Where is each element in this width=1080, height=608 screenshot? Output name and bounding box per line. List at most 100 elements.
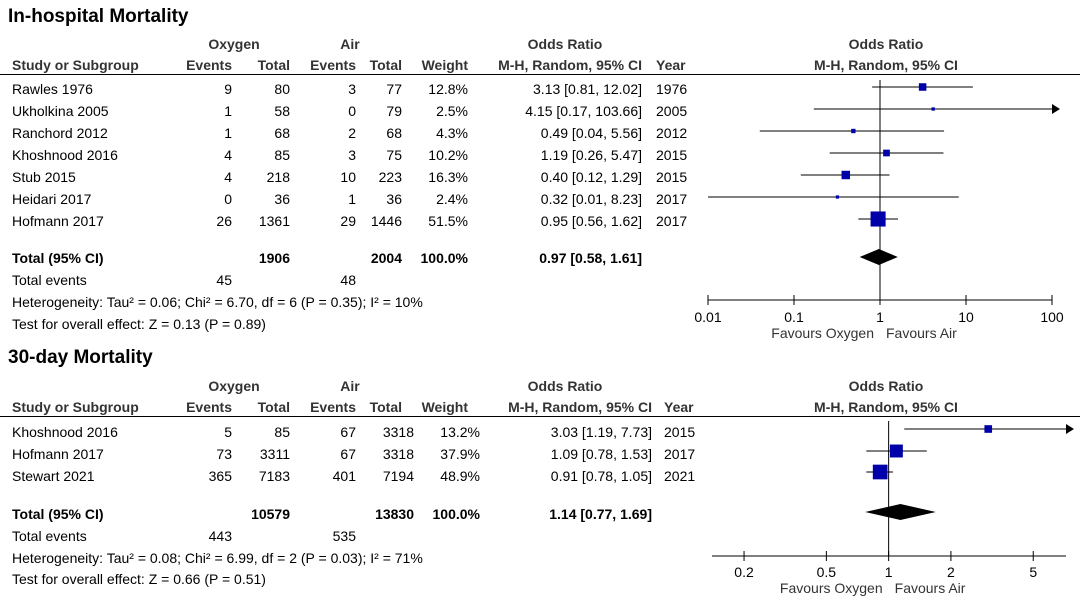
air-total: 68: [386, 125, 402, 141]
ci-arrow: [1052, 104, 1060, 114]
total-weight: 100.0%: [432, 506, 480, 522]
total-events-label: Total events: [12, 272, 87, 288]
air-events: 67: [340, 424, 356, 440]
heterogeneity: Heterogeneity: Tau² = 0.06; Chi² = 6.70,…: [12, 294, 423, 310]
x-tick-label: 0.5: [817, 564, 837, 580]
total-label: Total (95% CI): [12, 506, 104, 522]
study-name: Hofmann 2017: [12, 446, 104, 462]
weight: 37.9%: [440, 446, 480, 462]
header-rule: [0, 74, 1080, 75]
header-or-title: Odds Ratio: [527, 36, 603, 52]
total-events-air: 48: [340, 272, 356, 288]
oxy-total: 218: [266, 169, 290, 185]
year: 2005: [656, 103, 688, 119]
study-box: [835, 195, 840, 199]
panel-title: In-hospital Mortality: [8, 6, 189, 27]
oxy-events: 73: [216, 446, 232, 462]
header-plot-or-method: M-H, Random, 95% CI: [814, 399, 958, 415]
header-oxygen: Oxygen: [208, 36, 260, 52]
header-oxy-events: Events: [186, 57, 232, 73]
header-oxy-events: Events: [186, 399, 232, 415]
study-name: Khoshnood 2016: [12, 147, 118, 163]
study-box: [931, 107, 935, 111]
oxy-events: 365: [208, 468, 232, 484]
oxy-events: 4: [224, 147, 232, 163]
oxy-total: 85: [274, 147, 290, 163]
air-events: 0: [348, 103, 356, 119]
study-box: [841, 170, 851, 180]
oxy-total: 7183: [258, 468, 290, 484]
header-air: Air: [340, 378, 360, 394]
or-ci: 0.32 [0.01, 8.23]: [540, 191, 642, 207]
year: 2015: [656, 147, 688, 163]
x-tick-label: 10: [958, 309, 974, 325]
total-oxy-total: 1906: [258, 250, 290, 266]
study-box: [870, 211, 886, 227]
overall-effect: Test for overall effect: Z = 0.66 (P = 0…: [12, 571, 266, 587]
total-events-label: Total events: [12, 528, 87, 544]
study-name: Heidari 2017: [12, 191, 92, 207]
header-weight: Weight: [421, 399, 468, 415]
header-year: Year: [664, 399, 694, 415]
air-events: 3: [348, 81, 356, 97]
air-total: 36: [386, 191, 402, 207]
oxy-events: 0: [224, 191, 232, 207]
air-total: 7194: [382, 468, 414, 484]
x-tick-label: 0.1: [784, 309, 804, 325]
header-study: Study or Subgroup: [12, 399, 139, 415]
or-ci: 3.03 [1.19, 7.73]: [550, 424, 652, 440]
oxy-total: 58: [274, 103, 290, 119]
or-ci: 0.40 [0.12, 1.29]: [540, 169, 642, 185]
total-air-total: 13830: [375, 506, 414, 522]
forest-plot: 0.01 0.1 1 10 100 Favours Oxygen Favours Air: [694, 80, 1064, 341]
air-total: 3318: [382, 424, 414, 440]
total-weight: 100.0%: [420, 250, 468, 266]
header-oxy-total: Total: [257, 399, 290, 415]
header-rule: [0, 416, 1080, 417]
header-air-events: Events: [310, 57, 356, 73]
header-plot-or-title: Odds Ratio: [848, 36, 924, 52]
or-ci: 0.91 [0.78, 1.05]: [550, 468, 652, 484]
air-total: 77: [386, 81, 402, 97]
weight: 12.8%: [428, 81, 468, 97]
favours-right-label: Favours Air: [895, 580, 966, 596]
air-total: 223: [378, 169, 402, 185]
heterogeneity: Heterogeneity: Tau² = 0.08; Chi² = 6.99,…: [12, 550, 423, 566]
weight: 4.3%: [436, 125, 468, 141]
study-name: Ukholkina 2005: [12, 103, 109, 119]
total-or-ci: 1.14 [0.77, 1.69]: [549, 506, 652, 522]
x-tick-label: 0.2: [734, 564, 754, 580]
year: 2017: [664, 446, 696, 462]
forest-panel-30-day: 30-day Mortality Oxygen Air Odds Ratio O…: [0, 345, 1080, 608]
or-ci: 4.15 [0.17, 103.66]: [525, 103, 642, 119]
air-events: 67: [340, 446, 356, 462]
study-box: [872, 464, 888, 480]
header-plot-or-title: Odds Ratio: [848, 378, 924, 394]
total-events-oxy: 443: [208, 528, 232, 544]
weight: 51.5%: [428, 213, 468, 229]
air-events: 401: [332, 468, 356, 484]
or-ci: 0.95 [0.56, 1.62]: [540, 213, 642, 229]
total-air-total: 2004: [370, 250, 402, 266]
total-events-air: 535: [332, 528, 356, 544]
header-or-method: M-H, Random, 95% CI: [508, 399, 652, 415]
year: 1976: [656, 81, 688, 97]
air-events: 10: [340, 169, 356, 185]
x-tick-label: 5: [1029, 564, 1037, 580]
header-air-events: Events: [310, 399, 356, 415]
header-oxygen: Oxygen: [208, 378, 260, 394]
total-label: Total (95% CI): [12, 250, 104, 266]
weight: 2.4%: [436, 191, 468, 207]
panel-title: 30-day Mortality: [8, 347, 153, 368]
oxy-events: 26: [216, 213, 232, 229]
header-air-total: Total: [369, 57, 402, 73]
weight: 48.9%: [440, 468, 480, 484]
or-ci: 0.49 [0.04, 5.56]: [540, 125, 642, 141]
air-total: 75: [386, 147, 402, 163]
year: 2017: [656, 191, 688, 207]
year: 2017: [656, 213, 688, 229]
study-box: [883, 149, 890, 157]
air-events: 1: [348, 191, 356, 207]
total-diamond: [859, 249, 898, 265]
oxy-total: 1361: [258, 213, 290, 229]
